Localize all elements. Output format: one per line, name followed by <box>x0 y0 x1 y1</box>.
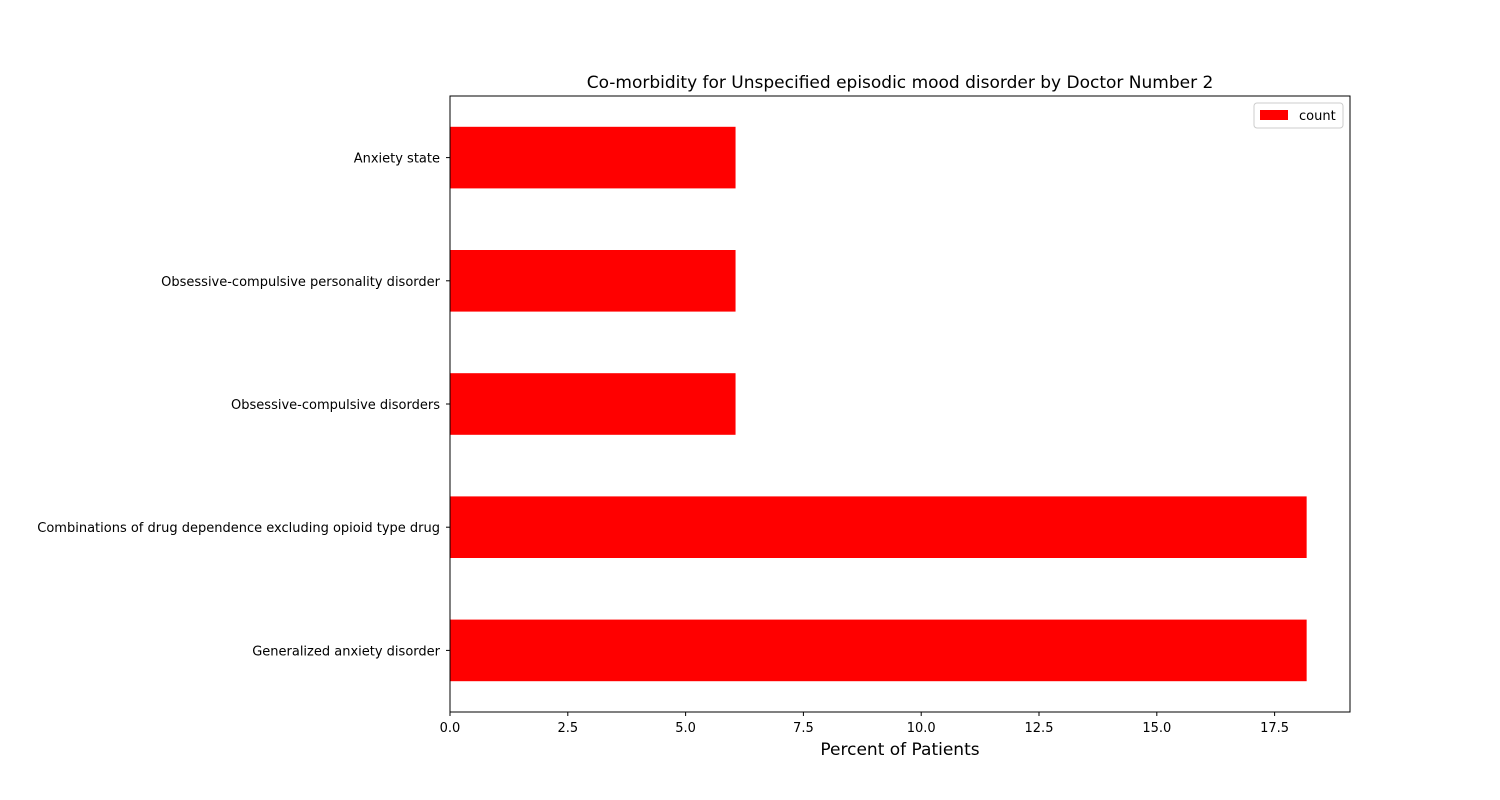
bar <box>450 126 736 189</box>
x-tick-label: 0.0 <box>440 721 461 736</box>
y-tick-label: Generalized anxiety disorder <box>252 644 440 659</box>
y-axis-ticks: Generalized anxiety disorder Combinations… <box>37 152 450 659</box>
x-tick-label: 10.0 <box>907 721 936 736</box>
legend-label: count <box>1299 109 1336 124</box>
bar <box>450 496 1307 558</box>
legend-box <box>1253 102 1344 129</box>
chart-title: Co-morbidity for Unspecified episodic mo… <box>587 73 1214 93</box>
x-tick-label: 5.0 <box>675 721 696 736</box>
bar <box>450 250 736 312</box>
x-tick-label: 12.5 <box>1025 721 1054 736</box>
y-tick-label: Anxiety state <box>354 152 440 167</box>
bar <box>450 619 1307 682</box>
bars-group <box>450 126 1307 682</box>
x-axis-label: Percent of Patients <box>820 740 979 760</box>
x-axis-ticks: 0.0 2.5 5.0 7.5 10.0 12.5 15.0 17.5 <box>440 712 1289 736</box>
legend-swatch <box>1260 110 1288 120</box>
bar <box>450 373 736 435</box>
y-tick-label: Obsessive-compulsive personality disorde… <box>161 275 441 290</box>
x-tick-label: 15.0 <box>1142 721 1171 736</box>
y-tick-label: Obsessive-compulsive disorders <box>231 398 440 413</box>
y-tick-label: Combinations of drug dependence excludin… <box>37 521 440 536</box>
plot-area-frame <box>449 95 1351 713</box>
x-tick-label: 2.5 <box>557 721 578 736</box>
legend: count <box>1253 102 1344 129</box>
x-tick-label: 7.5 <box>793 721 814 736</box>
x-tick-label: 17.5 <box>1260 721 1289 736</box>
